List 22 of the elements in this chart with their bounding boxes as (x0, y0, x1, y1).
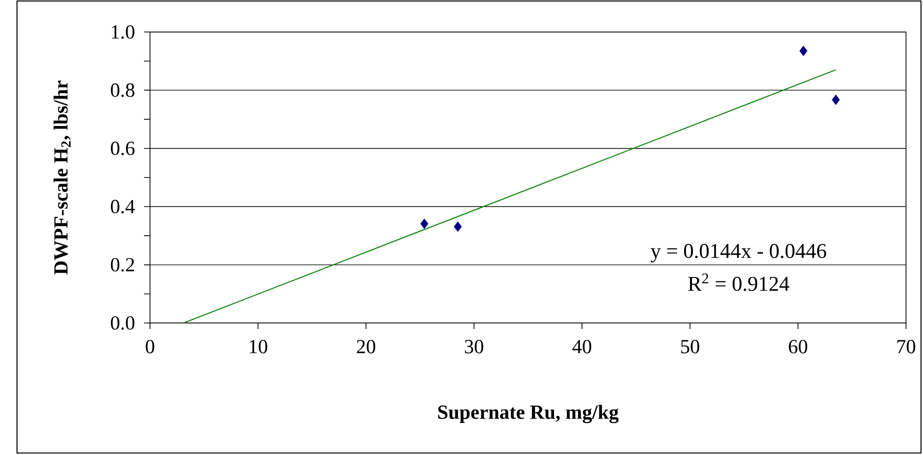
annotation: y = 0.0144x - 0.0446 (650, 244, 826, 262)
x-tick-label: 60 (788, 340, 808, 354)
x-tick-label: 10 (250, 340, 268, 354)
x-tick-label: 30 (464, 340, 484, 354)
x-tick-label: 70 (897, 340, 916, 354)
point (799, 46, 808, 56)
x-tick-label: 40 (572, 340, 592, 354)
x-axis-title: Supernate Ru, mg/kg (438, 404, 619, 424)
y-tick-label: 1.0 (112, 25, 134, 39)
point (454, 221, 462, 232)
x-tick-label: 20 (356, 340, 376, 354)
point (420, 218, 428, 229)
point (832, 94, 840, 105)
y-tick-label: 0.2 (110, 258, 134, 272)
y-tick-label: 0.8 (110, 83, 134, 97)
annotation: R$^{2}$ = 0.9124 (688, 273, 790, 292)
y-tick-label: 0.4 (110, 200, 135, 214)
x-tick-label: 0 (146, 340, 154, 354)
x-tick-label: 50 (681, 340, 700, 354)
y-tick-label: 0.0 (110, 316, 134, 330)
y-tick-label: 0.6 (110, 142, 135, 156)
y-axis-title: DWPF-scale H$_{2}$, lbs/hr (54, 80, 71, 275)
